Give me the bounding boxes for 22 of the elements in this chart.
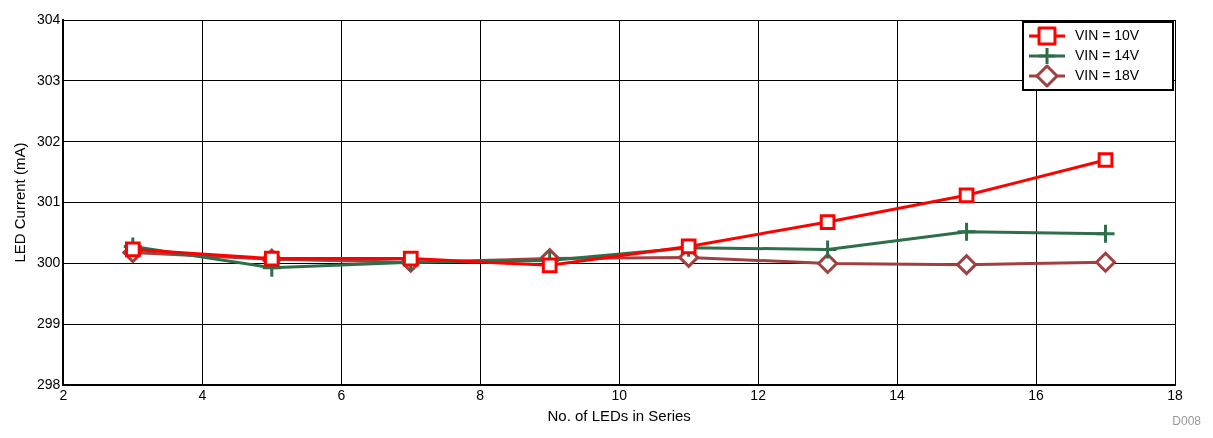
x-tick-label: 6 — [337, 387, 346, 404]
x-tick-label: 16 — [1028, 387, 1045, 404]
x-tick-label: 4 — [198, 387, 207, 404]
text: D008 — [1172, 414, 1202, 429]
y-tick-label: 300 — [37, 254, 61, 271]
legend-label: VIN = 10V — [1075, 26, 1140, 43]
legend-label: VIN = 18V — [1075, 66, 1140, 83]
y-axis-title: LED Current (mA) — [11, 142, 29, 263]
y-tick-label: 301 — [37, 193, 61, 210]
y-tick-label: 304 — [37, 10, 61, 27]
x-axis-title: No. of LEDs in Series — [547, 407, 691, 425]
y-tick-label: 303 — [37, 71, 61, 88]
x-tick-label: 10 — [611, 387, 628, 404]
x-tick-label: 2 — [59, 387, 68, 404]
legend-label: VIN = 14V — [1075, 46, 1140, 63]
x-tick-label: 8 — [476, 387, 485, 404]
y-tick-label: 302 — [37, 132, 61, 149]
y-tick-label: 298 — [37, 376, 61, 393]
x-tick-label: 14 — [889, 387, 906, 404]
x-tick-label: 12 — [750, 387, 767, 404]
x-tick-label: 18 — [1167, 387, 1183, 404]
y-tick-label: 299 — [37, 315, 61, 332]
